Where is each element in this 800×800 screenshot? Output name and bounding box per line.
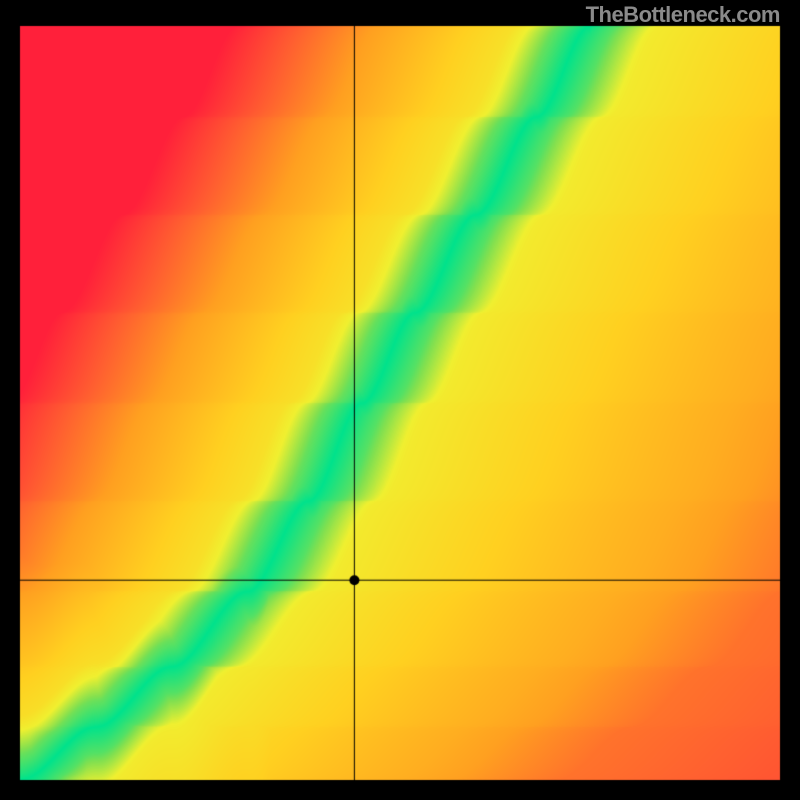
chart-container: TheBottleneck.com <box>0 0 800 800</box>
watermark-text: TheBottleneck.com <box>586 2 780 28</box>
heatmap-canvas <box>0 0 800 800</box>
